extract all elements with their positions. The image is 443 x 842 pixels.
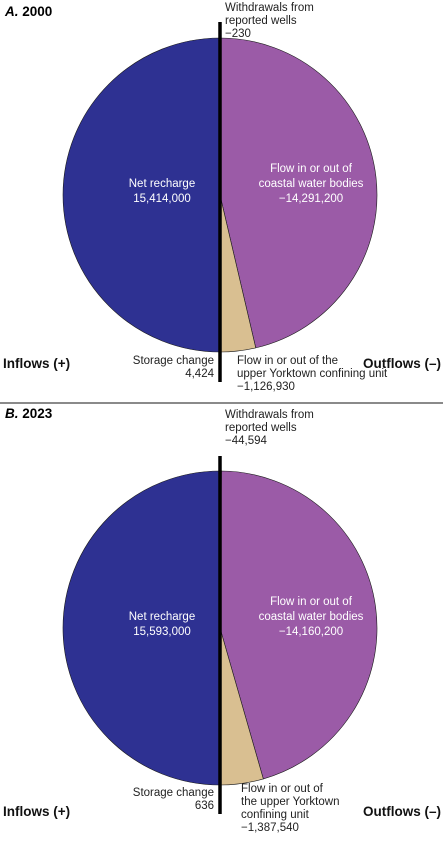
coastal-label: Flow in or out of: [270, 163, 353, 175]
yorktown-label: confining unit: [241, 809, 310, 821]
withdrawals-value: −230: [225, 28, 251, 40]
pie-slice-flow-in-or-out-of-coastal-water-bodies: [219, 37, 378, 349]
pie-slice-net-recharge: [62, 470, 221, 786]
storage-change-value: 4,424: [185, 368, 214, 380]
withdrawals-label: Withdrawals from: [225, 2, 314, 14]
withdrawals-label: reported wells: [225, 422, 297, 434]
yorktown-label: the upper Yorktown: [241, 796, 339, 808]
coastal-value: −14,291,200: [279, 193, 343, 205]
coastal-label: coastal water bodies: [259, 178, 364, 190]
outflows-label: Outflows (–): [363, 356, 441, 371]
coastal-label: Flow in or out of: [270, 596, 353, 608]
inflows-label: Inflows (+): [3, 356, 70, 371]
yorktown-value: −1,126,930: [237, 381, 295, 393]
outflows-label: Outflows (–): [363, 804, 441, 819]
withdrawals-label: reported wells: [225, 15, 297, 27]
withdrawals-label: Withdrawals from: [225, 409, 314, 421]
net-recharge-label: Net recharge: [129, 611, 195, 623]
panel-label: A. 2000: [4, 4, 52, 19]
storage-change-label: Storage change: [133, 787, 214, 799]
inflows-label: Inflows (+): [3, 804, 70, 819]
pie-chart-2023: B. 2023 Net recharge 15,593,000 Flow in or …: [3, 406, 441, 834]
panel-divider: [0, 402, 443, 404]
coastal-value: −14,160,200: [279, 626, 343, 638]
storage-change-label: Storage change: [133, 355, 214, 367]
coastal-label: coastal water bodies: [259, 611, 364, 623]
withdrawals-value: −44,594: [225, 435, 267, 447]
net-recharge-label: Net recharge: [129, 178, 195, 190]
yorktown-label: Flow in or out of the: [237, 355, 338, 367]
net-recharge-value: 15,593,000: [133, 626, 191, 638]
net-recharge-value: 15,414,000: [133, 193, 191, 205]
yorktown-label: upper Yorktown confining unit: [237, 368, 388, 380]
pie-slice-flow-in-or-out-of-coastal-water-bodies: [219, 470, 378, 780]
storage-change-value: 636: [195, 800, 214, 812]
panel-2023: B. 2023 Net recharge 15,593,000 Flow in or …: [0, 402, 443, 834]
panel-2000: A. 2000 Net recharge 15,414,000 Flow in or …: [0, 0, 443, 420]
pie-chart-2000: A. 2000 Net recharge 15,414,000 Flow in or …: [3, 2, 441, 393]
pie-slice-net-recharge: [62, 37, 221, 353]
yorktown-value: −1,387,540: [241, 822, 299, 834]
yorktown-label: Flow in or out of: [241, 783, 324, 795]
panel-label: B. 2023: [5, 406, 53, 421]
